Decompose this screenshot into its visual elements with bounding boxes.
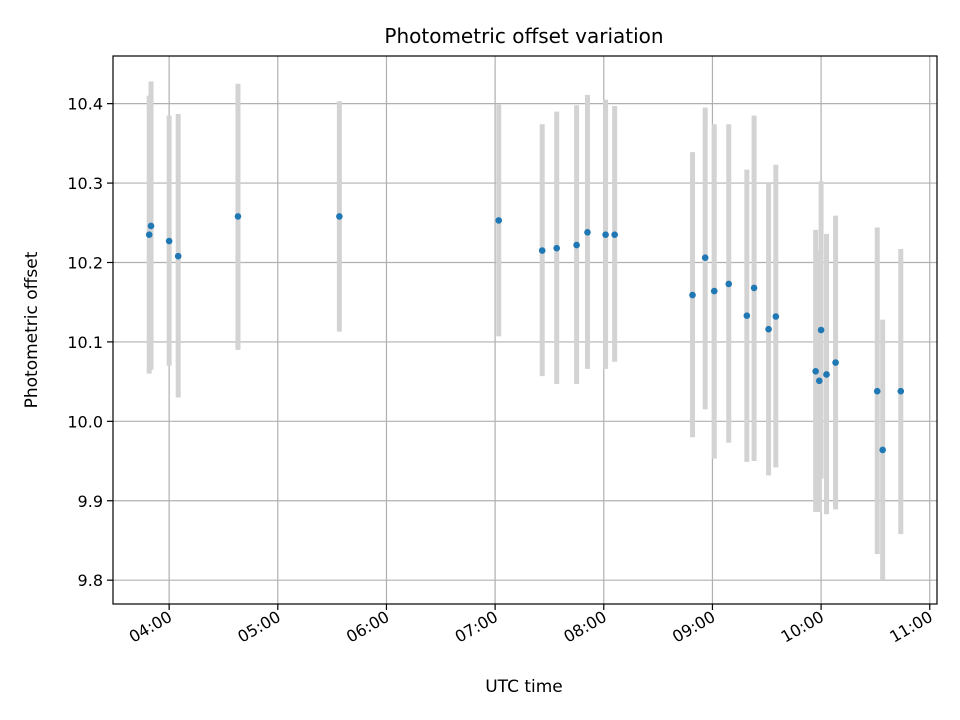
data-point — [815, 377, 823, 385]
data-point — [573, 241, 580, 249]
y-tick-label: 10.3 — [67, 174, 103, 193]
data-point — [879, 446, 886, 454]
data-point — [336, 213, 343, 220]
x-tick-label: 05:00 — [234, 607, 283, 647]
data-point — [772, 313, 780, 320]
data-point — [174, 252, 182, 260]
data-point — [689, 291, 696, 299]
y-tick-label: 9.9 — [78, 492, 103, 511]
x-tick-label: 11:00 — [886, 607, 935, 647]
data-point — [584, 229, 591, 236]
data-point — [234, 213, 242, 220]
data-point — [553, 244, 560, 252]
data-point — [701, 254, 709, 262]
data-point — [147, 222, 155, 230]
x-tick-label: 06:00 — [343, 607, 392, 647]
data-point — [710, 287, 718, 295]
y-tick-label: 10.1 — [67, 333, 103, 352]
data-points — [145, 213, 905, 454]
data-point — [812, 367, 819, 375]
plot-frame — [112, 55, 938, 605]
data-point — [145, 231, 153, 238]
data-point — [495, 217, 503, 224]
data-point — [817, 326, 825, 334]
data-point — [897, 387, 905, 395]
chart-title: Photometric offset variation — [384, 24, 663, 48]
y-tick-label: 9.8 — [78, 571, 103, 590]
x-tick-label: 10:00 — [778, 607, 827, 647]
data-point — [832, 359, 839, 366]
data-point — [750, 284, 758, 292]
data-point — [743, 312, 751, 320]
data-point — [602, 231, 609, 238]
y-tick-label: 10.2 — [67, 253, 103, 272]
y-tick-label: 10.4 — [67, 95, 103, 114]
data-point — [611, 231, 618, 238]
y-axis-label: Photometric offset — [22, 251, 42, 408]
x-axis-label: UTC time — [485, 677, 563, 697]
data-point — [765, 325, 772, 333]
data-point — [538, 247, 546, 254]
data-point — [165, 237, 173, 245]
data-point — [823, 371, 830, 378]
y-tick-label: 10.0 — [67, 412, 103, 431]
x-tick-label: 07:00 — [452, 607, 501, 647]
x-tick-label: 09:00 — [669, 607, 718, 647]
x-tick-label: 04:00 — [126, 607, 175, 647]
x-tick-label: 08:00 — [560, 607, 609, 647]
data-point — [725, 280, 733, 288]
error-bars — [146, 81, 904, 581]
x-axis-ticks: 04:00 05:00 06:00 07:00 08:00 09:00 10:00 11:00 — [126, 604, 936, 647]
data-point — [873, 387, 881, 395]
y-axis-ticks: 9.8 9.9 10.0 10.1 10.2 10.3 10.4 — [67, 95, 113, 590]
